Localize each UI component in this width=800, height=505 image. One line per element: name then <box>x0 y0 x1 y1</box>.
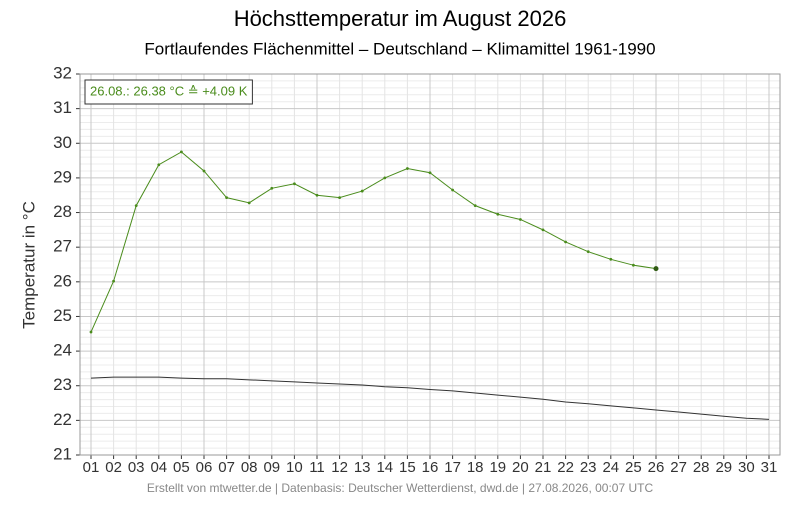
x-tick-label: 25 <box>625 459 642 476</box>
data-point <box>293 182 296 186</box>
x-tick-label: 20 <box>512 459 529 476</box>
data-point <box>586 250 590 254</box>
data-point <box>270 186 274 190</box>
annotation-box <box>84 79 253 105</box>
annotation-text: 26.08.: 26.38 °C ≙ +4.09 K <box>90 83 248 98</box>
data-point <box>428 171 432 175</box>
y-axis-label: Temperatur in °C <box>19 201 38 329</box>
data-point <box>338 196 341 200</box>
data-point <box>360 189 364 193</box>
data-point <box>180 150 183 154</box>
footer: Erstellt von mtwetter.de | Datenbasis: D… <box>147 481 654 495</box>
y-tick-label: 27 <box>53 237 72 256</box>
x-tick-label: 15 <box>399 459 416 476</box>
x-tick-label: 28 <box>693 459 710 476</box>
data-point <box>496 212 500 216</box>
x-tick-label: 06 <box>196 459 213 476</box>
y-tick-label: 23 <box>53 375 72 394</box>
data-point <box>134 204 138 208</box>
data-point <box>315 193 319 197</box>
x-tick-label: 08 <box>241 459 258 476</box>
x-tick-label: 21 <box>535 459 552 476</box>
x-tick-label: 22 <box>557 459 574 476</box>
x-tick-label: 16 <box>422 459 439 476</box>
y-tick-label: 25 <box>53 306 72 325</box>
x-tick-label: 03 <box>128 459 145 476</box>
series-line <box>90 151 657 333</box>
x-tick-label: 31 <box>761 459 778 476</box>
data-point <box>112 279 115 283</box>
data-point <box>89 330 93 334</box>
x-tick-label: 07 <box>218 459 235 476</box>
y-tick-label: 22 <box>53 410 72 429</box>
y-tick-label: 29 <box>53 167 72 186</box>
x-tick-label: 05 <box>173 459 190 476</box>
x-tick-label: 14 <box>376 459 393 476</box>
x-tick-label: 12 <box>331 459 348 476</box>
data-point <box>473 204 477 208</box>
x-tick-label: 01 <box>83 459 100 476</box>
data-point <box>451 188 454 192</box>
plot-border <box>79 73 781 456</box>
data-point <box>202 169 206 173</box>
x-tick-label: 18 <box>467 459 484 476</box>
x-tick-label: 19 <box>489 459 506 476</box>
x-tick-label: 26 <box>648 459 665 476</box>
y-tick-label: 21 <box>53 444 72 463</box>
x-tick-label: 09 <box>263 459 280 476</box>
chart-title: Höchsttemperatur im August 2026 <box>234 6 567 31</box>
annotation: 26.08.: 26.38 °C ≙ +4.09 K <box>84 79 253 105</box>
y-tick-label: 24 <box>53 341 72 360</box>
data-point <box>564 240 567 244</box>
x-tick-label: 29 <box>715 459 732 476</box>
data-point <box>157 163 161 167</box>
x-tick-label: 10 <box>286 459 303 476</box>
y-tick-label: 26 <box>53 271 72 290</box>
data-point <box>541 228 545 232</box>
x-tick-label: 04 <box>150 459 167 476</box>
data-point <box>225 196 229 200</box>
x-tick-label: 30 <box>738 459 755 476</box>
x-tick-label: 11 <box>309 459 325 476</box>
data-point <box>632 263 635 267</box>
x-tick-label: 17 <box>444 459 461 476</box>
x-tick-label: 13 <box>354 459 371 476</box>
x-tick-label: 27 <box>670 459 687 476</box>
data-point <box>609 257 613 261</box>
x-tick-label: 02 <box>105 459 122 476</box>
data-point <box>653 266 659 272</box>
x-tick-label: 24 <box>602 459 619 476</box>
y-tick-label: 28 <box>53 202 72 221</box>
x-tick-label: 23 <box>580 459 597 476</box>
y-tick-label: 31 <box>53 98 72 117</box>
y-tick-label: 30 <box>53 133 72 152</box>
data-point <box>406 167 409 170</box>
data-point <box>519 218 522 221</box>
series-line <box>90 376 770 420</box>
data-point <box>247 201 251 205</box>
chart-subtitle: Fortlaufendes Flächenmittel – Deutschlan… <box>144 39 655 58</box>
data-point <box>383 176 387 180</box>
y-tick-label: 32 <box>53 63 72 82</box>
